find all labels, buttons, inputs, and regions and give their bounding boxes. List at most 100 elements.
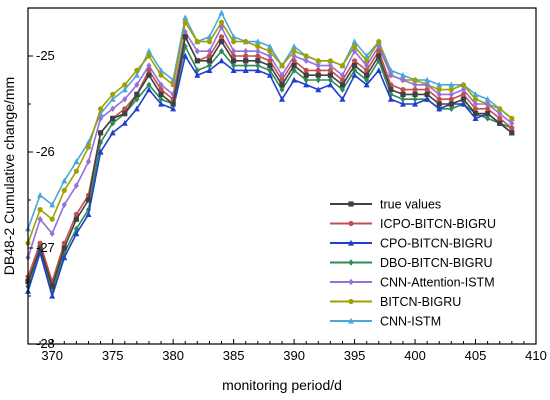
data-point bbox=[472, 111, 479, 117]
legend-entry: DBO-BITCN-BIGRU bbox=[330, 256, 493, 270]
data-point bbox=[218, 39, 225, 45]
data-point bbox=[484, 96, 491, 102]
data-point bbox=[303, 81, 310, 88]
data-point bbox=[73, 182, 79, 189]
data-point bbox=[364, 72, 370, 78]
data-point bbox=[146, 62, 152, 69]
data-point bbox=[218, 19, 225, 25]
x-tick-label: 370 bbox=[41, 348, 63, 363]
legend-label: BITCN-BIGRU bbox=[380, 295, 461, 309]
data-point bbox=[182, 34, 188, 40]
data-point bbox=[194, 48, 200, 55]
y-axis-title: DB48-2 Cumulative change/mm bbox=[1, 77, 17, 275]
data-point bbox=[254, 67, 261, 73]
x-tick-label: 390 bbox=[283, 348, 305, 363]
legend-entry: CNN-Attention-ISTM bbox=[330, 276, 495, 290]
data-point bbox=[231, 48, 237, 55]
data-point bbox=[61, 201, 67, 208]
data-point bbox=[218, 34, 225, 40]
y-tick-label: -25 bbox=[36, 48, 55, 63]
data-point bbox=[255, 53, 261, 59]
legend-entry: ICPO-BITCN-BIGRU bbox=[330, 217, 496, 231]
data-point bbox=[206, 39, 213, 45]
data-point bbox=[424, 76, 431, 83]
data-point bbox=[303, 72, 309, 78]
data-point bbox=[133, 72, 140, 78]
data-point bbox=[327, 72, 333, 78]
data-point bbox=[85, 144, 92, 150]
x-tick-label: 395 bbox=[344, 348, 366, 363]
data-point bbox=[436, 101, 442, 107]
data-point bbox=[400, 76, 406, 84]
series-true-values bbox=[25, 34, 515, 289]
data-point bbox=[122, 111, 128, 117]
data-point bbox=[279, 96, 285, 102]
data-point bbox=[351, 38, 358, 45]
data-point bbox=[73, 168, 79, 174]
data-point bbox=[182, 52, 189, 59]
data-point bbox=[448, 91, 454, 98]
data-point bbox=[436, 96, 442, 102]
data-point bbox=[400, 91, 406, 97]
legend-swatch-marker bbox=[348, 259, 354, 266]
data-point bbox=[448, 81, 455, 88]
data-point bbox=[49, 216, 55, 222]
data-point bbox=[412, 96, 418, 103]
data-point bbox=[267, 48, 273, 54]
data-point bbox=[497, 106, 503, 112]
data-point bbox=[303, 53, 309, 59]
data-point bbox=[485, 111, 491, 117]
data-point bbox=[61, 187, 67, 193]
data-point bbox=[97, 148, 104, 155]
data-point bbox=[243, 48, 249, 55]
data-point bbox=[218, 48, 225, 55]
data-point bbox=[315, 67, 321, 73]
y-tick-label: -26 bbox=[36, 144, 55, 159]
data-point bbox=[485, 115, 491, 122]
data-point bbox=[182, 28, 188, 36]
data-point bbox=[218, 9, 225, 16]
data-point bbox=[400, 96, 406, 103]
data-point bbox=[134, 81, 140, 88]
data-point bbox=[376, 39, 382, 45]
data-point bbox=[339, 82, 346, 88]
data-point bbox=[49, 230, 55, 237]
data-point bbox=[388, 91, 394, 98]
data-point bbox=[146, 53, 152, 59]
data-point bbox=[351, 67, 358, 74]
data-point bbox=[400, 87, 406, 93]
data-point bbox=[497, 115, 503, 121]
data-point bbox=[448, 96, 454, 102]
data-point bbox=[387, 96, 394, 102]
data-point bbox=[327, 58, 333, 64]
data-point bbox=[424, 96, 431, 102]
data-point bbox=[85, 211, 92, 217]
data-point bbox=[303, 67, 309, 73]
data-point bbox=[327, 81, 334, 88]
legend-label: true values bbox=[380, 198, 441, 212]
data-point bbox=[145, 48, 152, 54]
data-point bbox=[134, 91, 140, 97]
data-point bbox=[424, 91, 430, 97]
data-point bbox=[243, 62, 249, 69]
data-point bbox=[110, 91, 116, 97]
legend-label: CPO-BITCN-BIGRU bbox=[380, 237, 493, 251]
data-point bbox=[206, 67, 213, 73]
data-point bbox=[472, 106, 479, 112]
legend-swatch-marker bbox=[348, 220, 354, 227]
data-point bbox=[254, 38, 261, 45]
data-point bbox=[170, 105, 177, 112]
data-point bbox=[291, 43, 298, 49]
data-point bbox=[266, 72, 273, 78]
data-point bbox=[472, 115, 479, 121]
data-point bbox=[110, 120, 116, 127]
data-point bbox=[243, 58, 249, 64]
data-point bbox=[182, 19, 188, 25]
legend-swatch-marker bbox=[348, 278, 354, 286]
axis-layer: 370 375 380 385 390 395 400 405 410 -25 -26 -27 -28 bbox=[27, 48, 547, 363]
data-point bbox=[424, 81, 430, 88]
data-point bbox=[279, 86, 285, 93]
data-point bbox=[230, 67, 237, 73]
